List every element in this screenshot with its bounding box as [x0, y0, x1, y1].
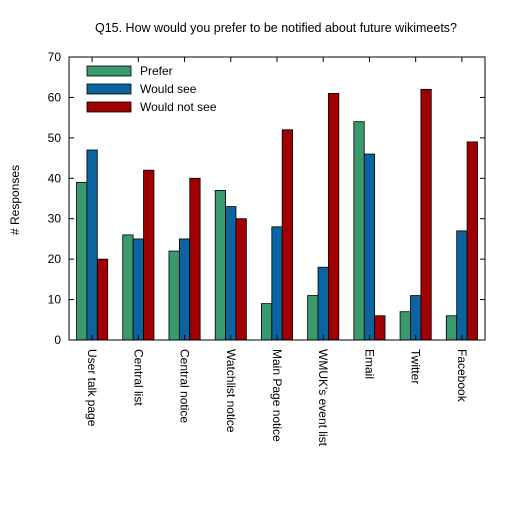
- bar-prefer: [307, 295, 319, 341]
- bar-would-see: [132, 238, 144, 341]
- bar-would-not-see: [374, 315, 386, 341]
- y-tick-label: 60: [48, 90, 62, 104]
- legend-label: Would not see: [140, 100, 217, 114]
- x-tick-label: Facebook: [455, 349, 469, 403]
- bar-would-see: [363, 153, 376, 341]
- bar-would-see: [86, 149, 98, 341]
- bar-prefer: [353, 121, 365, 341]
- bar-would-not-see: [143, 169, 155, 341]
- legend-swatch: [86, 65, 132, 77]
- bar-would-see: [410, 295, 422, 341]
- x-tick-label: Twitter: [409, 349, 423, 384]
- legend-label: Prefer: [140, 64, 173, 78]
- legend-swatch: [86, 101, 132, 113]
- y-tick-label: 0: [54, 333, 61, 347]
- y-tick-label: 40: [48, 171, 62, 185]
- bar-prefer: [76, 181, 88, 341]
- x-tick-label: Watchlist notice: [224, 349, 238, 433]
- x-tick-label: WMUK's event list: [316, 349, 330, 447]
- bar-would-not-see: [420, 88, 432, 341]
- bar-prefer: [122, 234, 134, 341]
- bar-would-see: [225, 206, 237, 341]
- bar-would-not-see: [189, 177, 201, 341]
- bar-prefer: [260, 303, 273, 341]
- bar-would-not-see: [328, 92, 340, 341]
- x-tick-label: Central notice: [178, 349, 192, 423]
- bar-prefer: [399, 311, 411, 341]
- bars-layer: [76, 88, 478, 341]
- chart-title: Q15. How would you prefer to be notified…: [95, 21, 457, 35]
- bar-would-see: [317, 266, 329, 341]
- x-axis: User talk page Central list Central notice…: [85, 57, 469, 447]
- x-tick-label: Main Page notice: [270, 349, 284, 442]
- legend-label: Would see: [140, 82, 197, 96]
- legend: Prefer Would see Would not see: [86, 64, 217, 114]
- bar-prefer: [445, 315, 458, 341]
- legend-swatch: [86, 83, 132, 95]
- x-tick-label: Central list: [131, 349, 145, 406]
- bar-would-not-see: [281, 129, 294, 341]
- bar-would-see: [271, 226, 283, 341]
- bar-would-see: [456, 230, 468, 341]
- y-tick-label: 30: [48, 212, 62, 226]
- y-tick-label: 50: [48, 131, 62, 145]
- bar-prefer: [168, 250, 180, 341]
- y-tick-label: 20: [48, 252, 62, 266]
- bar-would-not-see: [466, 141, 478, 341]
- x-tick-label: Email: [362, 349, 376, 379]
- bar-prefer: [214, 190, 226, 341]
- y-axis-label: # Responses: [8, 165, 22, 235]
- bar-would-not-see: [235, 218, 247, 341]
- bar-would-not-see: [96, 258, 109, 341]
- x-tick-label: User talk page: [85, 349, 99, 427]
- y-axis: 0 10 20 30 40 50 60 70: [48, 50, 485, 347]
- bar-would-see: [178, 238, 191, 341]
- y-tick-label: 70: [48, 50, 62, 64]
- y-tick-label: 10: [48, 293, 62, 307]
